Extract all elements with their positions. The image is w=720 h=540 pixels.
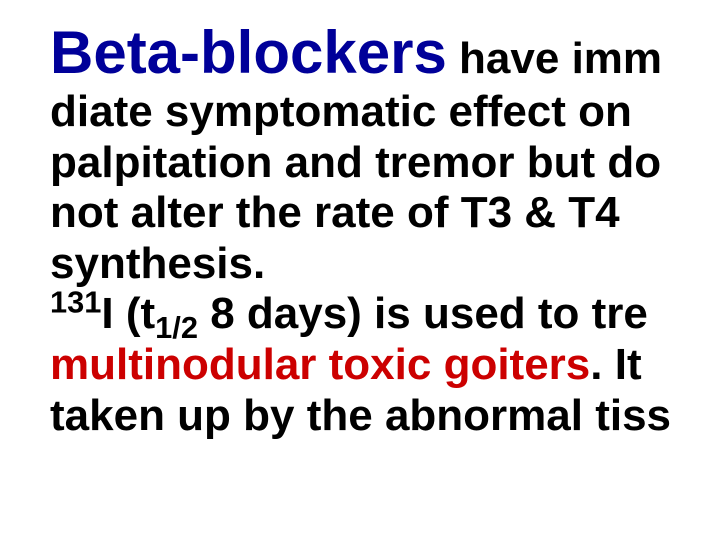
line-3: palpitation and tremor but do: [50, 138, 720, 189]
line-7: multinodular toxic goiters. It: [50, 340, 720, 391]
line-2: diate symptomatic effect on: [50, 87, 720, 138]
line-8: taken up by the abnormal tiss: [50, 391, 720, 442]
line-5: synthesis.: [50, 239, 720, 290]
isotope-mass-number: 131: [50, 285, 101, 320]
line-1-rest: have imm: [447, 34, 662, 83]
isotope-symbol: I: [101, 289, 113, 338]
slide-content: Beta-blockers have imm diate symptomatic…: [0, 0, 720, 540]
emphasis-term: multinodular toxic goiters: [50, 340, 590, 389]
line-1: Beta-blockers have imm: [50, 18, 720, 87]
line-7-rest: . It: [590, 340, 641, 389]
line-6: 131I (t1/2 8 days) is used to tre: [50, 289, 720, 340]
half-life-prefix: (t: [114, 289, 156, 338]
line-4: not alter the rate of T3 & T4: [50, 188, 720, 239]
half-life-rest: 8 days) is used to tre: [198, 289, 648, 338]
title-term: Beta-blockers: [50, 19, 447, 86]
